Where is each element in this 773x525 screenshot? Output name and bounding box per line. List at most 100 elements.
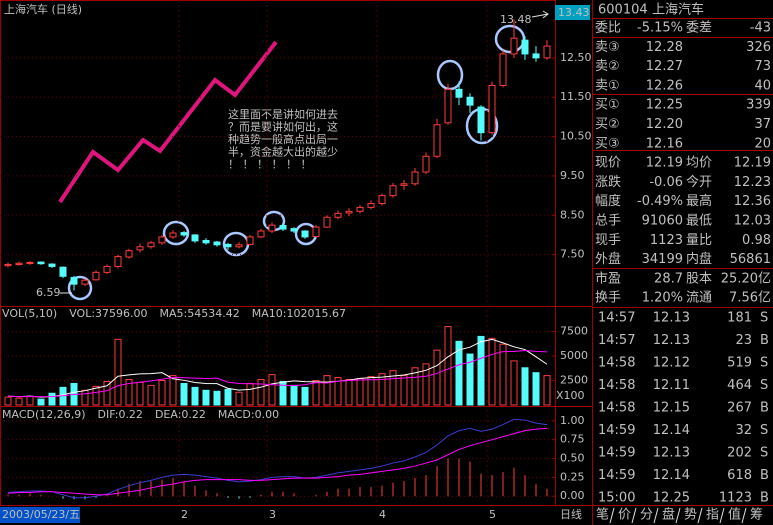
- candle-body: [488, 84, 496, 134]
- quote-label: 最低: [686, 214, 712, 229]
- candle-body: [323, 216, 331, 228]
- volume-bar: [543, 375, 551, 406]
- tab[interactable]: 势: [684, 507, 697, 523]
- volume-bar: [389, 370, 397, 406]
- tab-divider: [697, 507, 703, 524]
- candle-body: [543, 45, 551, 59]
- quote-value: 339: [746, 98, 771, 113]
- volume-bar: [26, 395, 34, 406]
- volume-bar: [334, 377, 342, 406]
- candle-body: [521, 39, 529, 55]
- quote-value: -43: [750, 21, 771, 36]
- trade-price: 12.12: [653, 356, 690, 371]
- quote-label: 量比: [686, 233, 712, 248]
- note-line: 这里面不是讲如何进去: [228, 107, 338, 121]
- candle-body: [213, 241, 221, 246]
- note-line: ？而是要讲如何出，这: [228, 120, 338, 134]
- quote-label: 最高: [686, 193, 712, 209]
- y-tick-label: 12.50: [560, 51, 592, 64]
- tab[interactable]: 指: [706, 508, 719, 523]
- quote-value: -0.49%: [637, 194, 683, 209]
- candle-body: [389, 185, 397, 197]
- y-tick-label: 2500: [560, 374, 588, 387]
- quote-value: 91060: [642, 214, 683, 229]
- trade-side: B: [760, 491, 769, 506]
- trade-time: 15:00: [598, 491, 635, 506]
- candle-body: [444, 88, 452, 124]
- quote-label: 卖②: [595, 59, 620, 74]
- low-label: 6.59: [36, 286, 61, 299]
- candle-body: [268, 224, 276, 232]
- candle-body: [48, 263, 56, 267]
- candle-body: [26, 262, 34, 265]
- candle-body: [202, 239, 210, 244]
- volume-bar: [312, 380, 320, 406]
- candle-body: [378, 195, 386, 204]
- tab[interactable]: 价: [618, 508, 631, 523]
- trade-time: 14:58: [598, 378, 635, 393]
- quote-value: 1.20%: [642, 291, 683, 306]
- line: [7, 427, 548, 496]
- quote-label: 均价: [686, 156, 712, 171]
- last-price: 13.43: [558, 6, 590, 19]
- trade-time: 14:58: [598, 401, 635, 416]
- y-tick-label: 10.50: [560, 130, 592, 143]
- tab[interactable]: 盘: [662, 507, 675, 523]
- trade-volume: 32: [735, 423, 752, 438]
- quote-value: 12.25: [646, 98, 683, 113]
- tab-divider: [719, 507, 725, 524]
- volume-bar: [433, 349, 441, 406]
- y-tick-label: 0.00: [560, 489, 585, 502]
- trade-price: 12.25: [653, 491, 690, 506]
- volume-bar: [136, 381, 144, 406]
- trade-time: 14:59: [598, 468, 635, 483]
- trade-volume: 181: [727, 311, 752, 326]
- quote-label: 外盘: [595, 251, 621, 267]
- candle-body: [433, 124, 441, 157]
- volume-bar: [180, 382, 188, 406]
- quote-value: 326: [746, 40, 771, 55]
- y-tick-label: 7500: [560, 325, 588, 338]
- volume-bar: [532, 372, 540, 406]
- annotation-note: 这里面不是讲如何进去？而是要讲如何出，这种趋势一般高点出局一半，资金越大出的越少…: [228, 107, 338, 171]
- volume-bar: [114, 338, 122, 406]
- x-tick-label: 4: [379, 508, 386, 521]
- trade-price: 12.13: [653, 333, 690, 348]
- volume-bar: [48, 392, 56, 406]
- quote-value: 25.20亿: [721, 271, 771, 286]
- trade-time: 14:59: [598, 446, 635, 461]
- stock-name: 上海汽车: [652, 2, 704, 18]
- candle-body: [125, 250, 133, 258]
- tab[interactable]: 筹: [750, 507, 763, 523]
- candle-body: [235, 244, 243, 248]
- tab[interactable]: 分: [640, 508, 653, 523]
- volume-bar: [4, 396, 12, 406]
- trade-side: S: [760, 311, 768, 326]
- trade-price: 12.14: [653, 423, 690, 438]
- quote-value: 12.19: [734, 156, 771, 171]
- indicator-header: MACD(12,26,9): [2, 408, 86, 421]
- tab[interactable]: 值: [728, 507, 741, 523]
- candle-body: [532, 53, 540, 59]
- candle-body: [59, 266, 67, 277]
- candle-body: [257, 230, 265, 238]
- quote-label: 市盈: [595, 270, 621, 286]
- trade-time: 14:57: [598, 311, 635, 326]
- volume-bar: [191, 386, 199, 406]
- trade-volume: 267: [727, 401, 752, 416]
- quote-label: 总手: [595, 214, 621, 229]
- quote-value: 34199: [642, 252, 683, 267]
- candle-body: [147, 242, 155, 248]
- candle-body: [191, 234, 199, 242]
- trade-side: S: [760, 356, 768, 371]
- indicator-header: DIF:0.22: [98, 408, 143, 421]
- volume-bar: [257, 379, 265, 406]
- quote-label: 买③: [595, 136, 620, 151]
- volume-bar: [400, 375, 408, 406]
- volume-bar: [345, 379, 353, 406]
- trade-price: 12.11: [653, 378, 690, 393]
- tab[interactable]: 笔: [596, 507, 609, 523]
- y-tick-label: 8.50: [560, 208, 585, 221]
- indicator-header: MA5:54534.42: [160, 307, 240, 320]
